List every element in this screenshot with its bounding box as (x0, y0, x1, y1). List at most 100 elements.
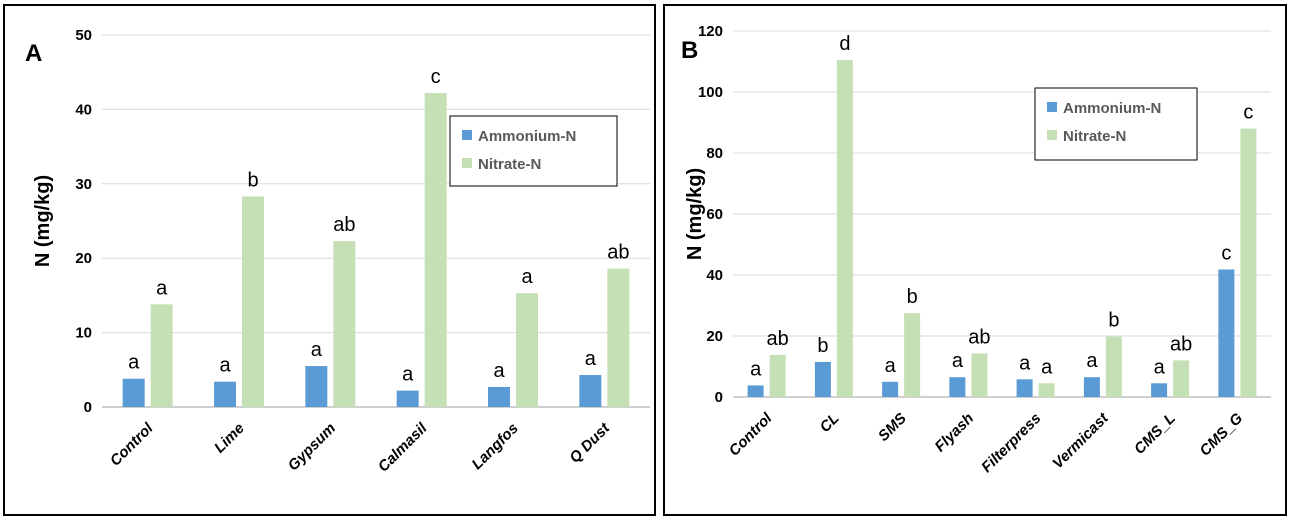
chart-panel-a: A 0 10 20 30 40 50 N (mg/kg) a a Control a b Lime a ab G… (3, 4, 656, 516)
x-tick-label: Vermicast (1049, 409, 1112, 472)
significance-label: c (431, 66, 441, 88)
bar-nitrate-n-cl (836, 59, 853, 397)
significance-label: c (1243, 102, 1253, 124)
y-tick-label: 0 (715, 389, 723, 406)
significance-label: a (128, 352, 140, 374)
bar-ammonium-n-calmasil (396, 390, 419, 407)
bar-nitrate-n-q-dust (607, 268, 630, 407)
bar-nitrate-n-gypsum (333, 241, 356, 407)
significance-label: c (1221, 243, 1231, 265)
y-tick-label: 10 (75, 325, 92, 342)
y-tick-label: 80 (706, 145, 723, 162)
significance-label: a (402, 364, 414, 386)
significance-label: b (817, 335, 828, 357)
x-tick-label: Control (107, 419, 157, 469)
significance-label: a (1019, 352, 1031, 374)
bar-ammonium-n-langfos (488, 386, 510, 407)
bar-nitrate-n-filterpress (1038, 383, 1055, 397)
x-tick-label: Q Dust (566, 419, 613, 466)
significance-label: b (907, 286, 918, 308)
bar-ammonium-n-filterpress (1016, 379, 1033, 397)
significance-label: ab (607, 242, 629, 264)
y-axis-label: N (mg/kg) (684, 168, 706, 260)
bar-ammonium-n-gypsum (305, 366, 328, 407)
bar-nitrate-n-calmasil (424, 93, 447, 408)
bar-nitrate-n-flyash (971, 353, 988, 397)
significance-label: ab (1170, 333, 1192, 355)
bar-ammonium-n-control (747, 385, 764, 397)
y-tick-label: 30 (75, 176, 92, 193)
bar-nitrate-n-langfos (516, 293, 538, 407)
bar-nitrate-n-control (150, 304, 173, 407)
bar-ammonium-n-vermicast (1083, 377, 1100, 397)
bar-ammonium-n-cl (814, 361, 831, 397)
x-tick-label: Control (726, 409, 776, 459)
y-tick-label: 50 (75, 27, 92, 44)
bar-ammonium-n-cms-g (1218, 269, 1235, 397)
x-tick-label: Langfos (469, 420, 522, 473)
legend-entry: Ammonium-N (478, 128, 576, 145)
x-tick-label: Gypsum (285, 420, 339, 474)
x-tick-label: Calmasil (375, 419, 431, 475)
x-tick-label: CMS_G (1196, 410, 1246, 460)
x-tick-label: CMS_L (1131, 410, 1179, 458)
bar-nitrate-n-vermicast (1105, 336, 1122, 397)
significance-label: b (1108, 310, 1119, 332)
legend-swatch (1047, 130, 1057, 140)
x-tick-label: Lime (211, 420, 248, 457)
bar-nitrate-n-sms (904, 313, 921, 397)
legend-swatch (462, 158, 472, 168)
bar-nitrate-n-cms-l (1173, 360, 1190, 397)
y-tick-label: 100 (698, 84, 723, 101)
bar-nitrate-n-lime (242, 196, 264, 407)
y-tick-label: 60 (706, 206, 723, 223)
panel-label: A (25, 40, 42, 67)
y-tick-label: 20 (75, 250, 92, 267)
significance-label: a (521, 266, 533, 288)
legend-box (1034, 87, 1198, 161)
legend-entry: Nitrate-N (1063, 128, 1126, 145)
chart-panel-b: B 0 20 40 60 80 100 120 N (mg/kg) a ab Control b d CL a… (663, 4, 1287, 516)
significance-label: a (311, 339, 323, 361)
significance-label: ab (333, 214, 355, 236)
bar-nitrate-n-control (769, 354, 786, 397)
y-tick-label: 0 (84, 399, 92, 416)
bar-ammonium-n-lime (214, 381, 236, 407)
legend-entry: Nitrate-N (478, 156, 541, 173)
significance-label: a (156, 277, 168, 299)
x-tick-label: SMS (875, 410, 910, 445)
bar-ammonium-n-q-dust (579, 375, 602, 407)
y-tick-label: 20 (706, 328, 723, 345)
legend-swatch (462, 130, 472, 140)
y-tick-label: 120 (698, 23, 723, 40)
x-tick-label: Flyash (932, 410, 978, 456)
bar-ammonium-n-sms (882, 381, 899, 397)
bar-ammonium-n-control (122, 378, 145, 407)
legend-box (449, 115, 618, 187)
significance-label: a (952, 350, 964, 372)
significance-label: b (247, 169, 258, 191)
significance-label: a (750, 358, 762, 380)
significance-label: d (839, 33, 850, 55)
panel-label: B (681, 37, 698, 64)
x-tick-label: CL (817, 410, 843, 436)
significance-label: a (493, 360, 505, 382)
significance-label: a (585, 348, 597, 370)
x-tick-label: Filterpress (978, 410, 1044, 476)
legend-swatch (1047, 102, 1057, 112)
y-tick-label: 40 (706, 267, 723, 284)
significance-label: ab (968, 326, 990, 348)
y-axis-label: N (mg/kg) (32, 175, 54, 267)
y-tick-label: 40 (75, 101, 92, 118)
significance-label: a (219, 355, 231, 377)
significance-label: a (1086, 350, 1098, 372)
significance-label: a (1041, 356, 1053, 378)
significance-label: ab (767, 328, 789, 350)
significance-label: a (885, 355, 897, 377)
legend-entry: Ammonium-N (1063, 100, 1161, 117)
bar-nitrate-n-cms-g (1240, 128, 1257, 397)
significance-label: a (1154, 356, 1166, 378)
bar-ammonium-n-cms-l (1151, 383, 1168, 397)
